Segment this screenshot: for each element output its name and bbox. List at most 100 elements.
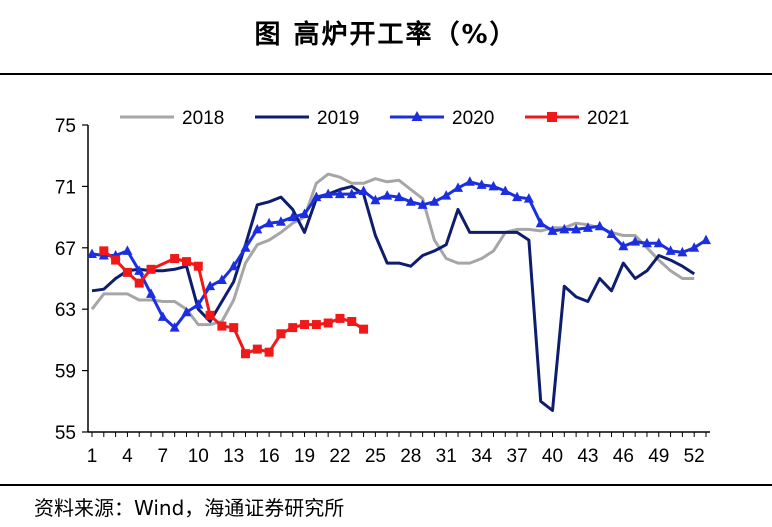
data-point-2021 xyxy=(99,246,109,256)
data-point-2020 xyxy=(134,265,145,275)
data-point-2020 xyxy=(228,260,239,271)
data-point-2021 xyxy=(264,347,274,357)
series-layer xyxy=(87,172,711,412)
x-tick-label: 22 xyxy=(329,446,350,467)
data-point-2020 xyxy=(405,196,416,206)
x-tick-label: 46 xyxy=(613,446,634,467)
data-point-2020 xyxy=(500,185,511,196)
series-2021 xyxy=(99,246,369,359)
data-point-2020 xyxy=(287,211,298,222)
data-point-2020 xyxy=(441,190,452,200)
data-point-2020 xyxy=(264,217,275,228)
data-point-2021 xyxy=(252,344,262,354)
x-tick-label: 37 xyxy=(507,446,528,467)
x-tick-label: 1 xyxy=(87,446,98,467)
data-point-2020 xyxy=(571,223,582,234)
data-point-2021 xyxy=(111,255,121,265)
data-point-2020 xyxy=(488,180,499,191)
data-point-2020 xyxy=(641,237,652,248)
x-tick-label: 19 xyxy=(294,446,315,467)
legend-item-2019: 2019 xyxy=(255,108,359,129)
top-rule xyxy=(0,73,772,75)
data-point-2020 xyxy=(122,245,133,255)
data-point-2020 xyxy=(323,188,334,199)
y-tick-label: 59 xyxy=(55,362,76,383)
data-point-2021 xyxy=(288,323,298,333)
data-point-2021 xyxy=(323,318,333,328)
data-point-2020 xyxy=(701,234,711,245)
data-point-2020 xyxy=(205,280,216,291)
data-point-2021 xyxy=(181,257,191,267)
line-chart: 75 71 67 63 59 55 1 4 7 10 13 16 19 22 25 28 31 34 37 40 43 4… xyxy=(55,108,711,467)
data-point-2020 xyxy=(606,228,617,238)
x-tick-label: 4 xyxy=(122,446,133,467)
data-point-2021 xyxy=(205,310,215,320)
legend-label-2020: 2020 xyxy=(452,108,494,129)
legend-item-2021: 2021 xyxy=(525,108,629,129)
data-point-2020 xyxy=(240,242,251,252)
data-point-2020 xyxy=(216,274,227,285)
series-line-2021 xyxy=(102,249,365,356)
data-point-2021 xyxy=(146,264,156,274)
data-point-2020 xyxy=(429,196,440,206)
x-tick-label: 31 xyxy=(436,446,457,467)
y-tick-label: 75 xyxy=(55,116,76,137)
data-point-2020 xyxy=(582,222,593,232)
data-point-2020 xyxy=(275,216,286,226)
data-point-2021 xyxy=(335,313,345,323)
data-point-2020 xyxy=(618,240,629,251)
data-point-2021 xyxy=(359,324,369,334)
axes: 75 71 67 63 59 55 1 4 7 10 13 16 19 22 25 28 31 34 37 40 43 4… xyxy=(55,116,710,467)
y-tick-label: 55 xyxy=(55,423,76,444)
y-tick-label: 63 xyxy=(55,300,76,321)
data-point-2020 xyxy=(370,194,381,205)
data-point-2021 xyxy=(134,278,144,288)
data-point-2020 xyxy=(535,217,546,228)
data-point-2020 xyxy=(512,191,523,202)
x-tick-label: 28 xyxy=(400,446,421,467)
bottom-rule xyxy=(0,484,772,486)
legend-label-2018: 2018 xyxy=(182,108,224,129)
series-2020 xyxy=(87,176,711,332)
data-point-2020 xyxy=(630,236,641,246)
data-point-2020 xyxy=(453,182,464,192)
legend-label-2019: 2019 xyxy=(317,108,359,129)
legend-item-2018: 2018 xyxy=(120,108,224,129)
series-line-2020 xyxy=(91,180,707,330)
data-point-2021 xyxy=(193,261,203,271)
x-tick-label: 16 xyxy=(259,446,280,467)
x-tick-label: 10 xyxy=(188,446,209,467)
data-point-2020 xyxy=(677,246,688,257)
data-point-2020 xyxy=(394,191,404,202)
x-tick-label: 43 xyxy=(577,446,598,467)
data-point-2020 xyxy=(311,191,322,202)
data-point-2020 xyxy=(547,225,558,235)
data-point-2021 xyxy=(347,316,357,326)
x-tick-label: 49 xyxy=(648,446,669,467)
data-point-2021 xyxy=(276,329,286,339)
legend-item-2020: 2020 xyxy=(390,108,494,129)
data-point-2020 xyxy=(252,223,263,234)
data-point-2020 xyxy=(181,306,192,317)
data-point-2020 xyxy=(169,322,180,332)
data-point-2020 xyxy=(334,188,345,199)
data-point-2020 xyxy=(689,242,700,252)
x-tick-label: 40 xyxy=(542,446,563,467)
data-point-2020 xyxy=(464,176,475,186)
legend-marker-2021 xyxy=(547,112,557,122)
data-point-2020 xyxy=(87,248,97,258)
data-point-2021 xyxy=(229,323,239,333)
data-point-2020 xyxy=(382,190,393,200)
data-point-2021 xyxy=(170,254,180,264)
series-2019 xyxy=(91,184,696,412)
data-point-2020 xyxy=(594,220,605,231)
series-line-2019 xyxy=(91,184,696,412)
data-point-2020 xyxy=(476,179,487,189)
x-tick-label: 25 xyxy=(365,446,386,467)
data-point-2020 xyxy=(417,199,428,209)
x-tick-label: 7 xyxy=(158,446,169,467)
chart-title: 图 高炉开工率（%） xyxy=(254,20,518,50)
legend: 2018 2019 2020 2021 xyxy=(120,108,629,129)
data-point-2020 xyxy=(193,299,204,309)
